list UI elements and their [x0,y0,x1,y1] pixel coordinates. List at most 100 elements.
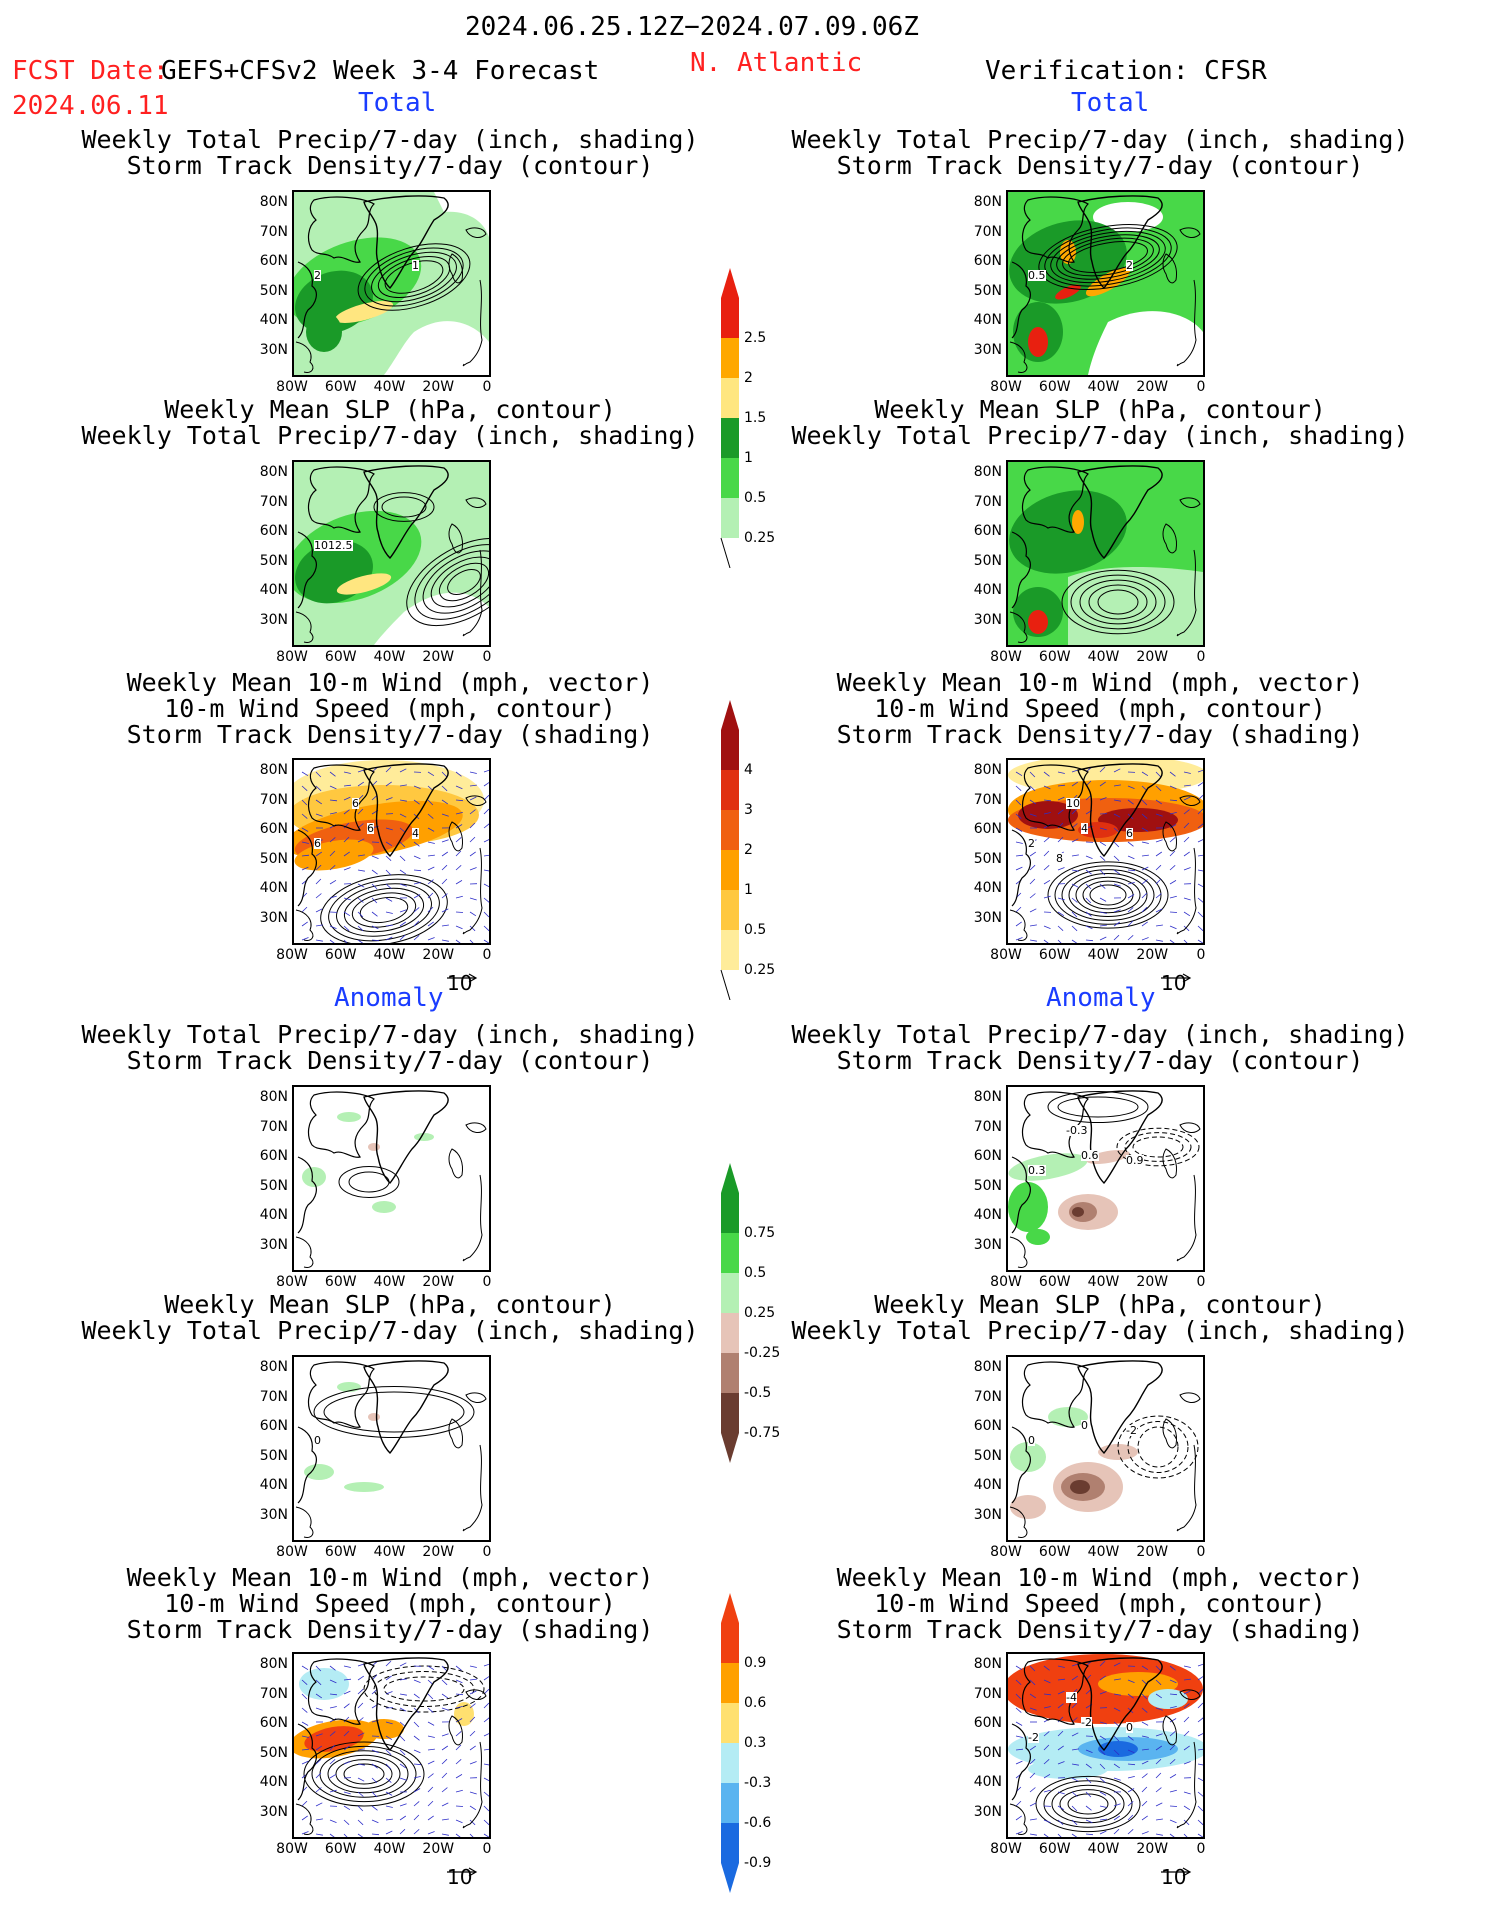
ob-anom-slp-title-line-2: Weekly Total Precip/7-day (inch, shading… [791,1316,1409,1345]
lat-tick-label: 40N [259,1207,288,1223]
lat-tick-label: 40N [973,1207,1002,1223]
ob-anom-precip-map [1006,1085,1205,1272]
period-title: 2024.06.25.12Z−2024.07.09.06Z [465,12,919,42]
lat-tick-label: 30N [259,1506,288,1523]
lon-tick-label: 40W [1087,1841,1120,1857]
lat-tick-label: 30N [973,1506,1002,1523]
lon-tick-label: 20W [1136,1544,1169,1560]
contour-label: -0.3 [1066,1124,1088,1137]
lat-tick-label: 60N [259,1418,288,1434]
verification-label: Verification: CFSR [985,56,1267,86]
lat-tick-label: 50N [259,1177,288,1194]
contour-label: 0 [1028,1434,1035,1447]
lat-tick-label: 70N [973,1685,1002,1702]
lat-tick-label: 40N [259,582,288,598]
fc-anom-precip-title-line-2: Storm Track Density/7-day (contour) [126,1046,654,1075]
storm-anom-colorbar-label: 0.6 [744,1695,767,1711]
lon-tick-label: 40W [373,649,406,665]
lon-tick-label: 60W [324,649,357,665]
lat-tick-label: 60N [973,1148,1002,1164]
lat-tick-label: 40N [973,312,1002,328]
precip-anom-colorbar-label: -0.5 [744,1385,772,1401]
contour-label: 2 [1028,837,1035,850]
fc-total-precip-map [292,190,491,377]
contour-label: 2 [1126,259,1133,272]
lat-tick-label: 50N [259,282,288,299]
lat-tick-label: 80N [259,464,288,480]
contour-label: -2 [1028,1731,1039,1744]
lat-tick-label: 70N [973,791,1002,808]
lat-tick-label: 70N [973,1388,1002,1405]
lat-tick-label: 60N [973,1418,1002,1434]
lon-tick-label: 60W [324,1544,357,1560]
lat-tick-label: 50N [973,1447,1002,1464]
lon-tick-label: 80W [276,1274,308,1290]
lat-tick-label: 50N [259,1744,288,1761]
lon-tick-label: 20W [422,379,455,395]
lat-tick-label: 80N [973,1089,1002,1105]
lon-tick-label: 80W [276,379,308,395]
lon-tick-label: 20W [1136,1274,1169,1290]
lat-tick-label: 60N [259,1148,288,1164]
section-anomaly-left: Anomaly [334,983,444,1013]
fc-total-wind-title-line-2: 10-m Wind Speed (mph, contour) [164,694,616,723]
precip-anom-colorbar-label: 0.5 [744,1265,767,1281]
storm-anom-colorbar-label: -0.3 [744,1775,772,1791]
lat-tick-label: 70N [259,493,288,510]
precip-colorbar-label: 1.5 [744,410,767,426]
lon-tick-label: 0 [1196,379,1206,395]
lon-tick-label: 20W [422,1544,455,1560]
contour-label: 0.5 [1028,269,1046,282]
vector-reference: 10 [1161,971,1192,995]
contour-label: 6 [352,797,359,810]
contour-label: 1 [412,259,419,272]
lon-tick-label: 40W [1087,1544,1120,1560]
ob-total-precip-title-line-2: Storm Track Density/7-day (contour) [836,151,1364,180]
lon-tick-label: 0 [482,649,492,665]
ob-total-wind-map [1006,758,1205,945]
storm-colorbar-label: 1 [744,882,753,898]
precip-anom-colorbar-label: 0.25 [744,1305,776,1321]
lon-tick-label: 80W [990,379,1022,395]
lon-tick-label: 60W [1038,947,1071,963]
lat-tick-label: 30N [259,1236,288,1253]
section-anomaly-right: Anomaly [1046,983,1156,1013]
lat-tick-label: 50N [973,1744,1002,1761]
lat-tick-label: 70N [259,1685,288,1702]
precip-colorbar-label: 1 [744,450,753,466]
lat-tick-label: 80N [259,1656,288,1672]
lon-tick-label: 60W [324,1274,357,1290]
storm-colorbar-label: 3 [744,802,753,818]
contour-label: 0.3 [1028,1164,1046,1177]
ob-total-wind-title-line-2: 10-m Wind Speed (mph, contour) [874,694,1326,723]
lat-tick-label: 40N [973,1774,1002,1790]
lon-tick-label: 20W [422,1841,455,1857]
storm-anom-colorbar-label: -0.6 [744,1815,772,1831]
ob-anom-slp-title-line-1: Weekly Mean SLP (hPa, contour) [874,1290,1326,1319]
contour-label: -2 [1081,1716,1092,1729]
contour-label: 0 [1081,1419,1088,1432]
fc-anom-slp-title-line-1: Weekly Mean SLP (hPa, contour) [164,1290,616,1319]
lat-tick-label: 60N [259,523,288,539]
contour-label: 4 [412,827,419,840]
fc-anom-precip-map [292,1085,491,1272]
storm-anom-colorbar-label: -0.9 [744,1855,772,1871]
lon-tick-label: 0 [482,1274,492,1290]
region-label: N. Atlantic [690,48,863,78]
precip-anom-colorbar-label: -0.75 [744,1425,781,1441]
fc-total-slp-title-line-1: Weekly Mean SLP (hPa, contour) [164,395,616,424]
lon-tick-label: 20W [422,1274,455,1290]
lon-tick-label: 60W [1038,1274,1071,1290]
ob-total-slp-title-line-1: Weekly Mean SLP (hPa, contour) [874,395,1326,424]
lon-tick-label: 40W [373,947,406,963]
lat-tick-label: 30N [259,909,288,926]
lon-tick-label: 80W [990,649,1022,665]
ob-total-wind-title-line-3: Storm Track Density/7-day (shading) [836,720,1364,749]
lat-tick-label: 70N [973,223,1002,240]
contour-label: 0 [1126,1721,1133,1734]
lat-tick-label: 60N [973,1715,1002,1731]
contour-label: 10 [1066,797,1080,810]
storm-anom-colorbar-label: 0.9 [744,1655,767,1671]
lon-tick-label: 0 [1196,947,1206,963]
lat-tick-label: 80N [259,1089,288,1105]
